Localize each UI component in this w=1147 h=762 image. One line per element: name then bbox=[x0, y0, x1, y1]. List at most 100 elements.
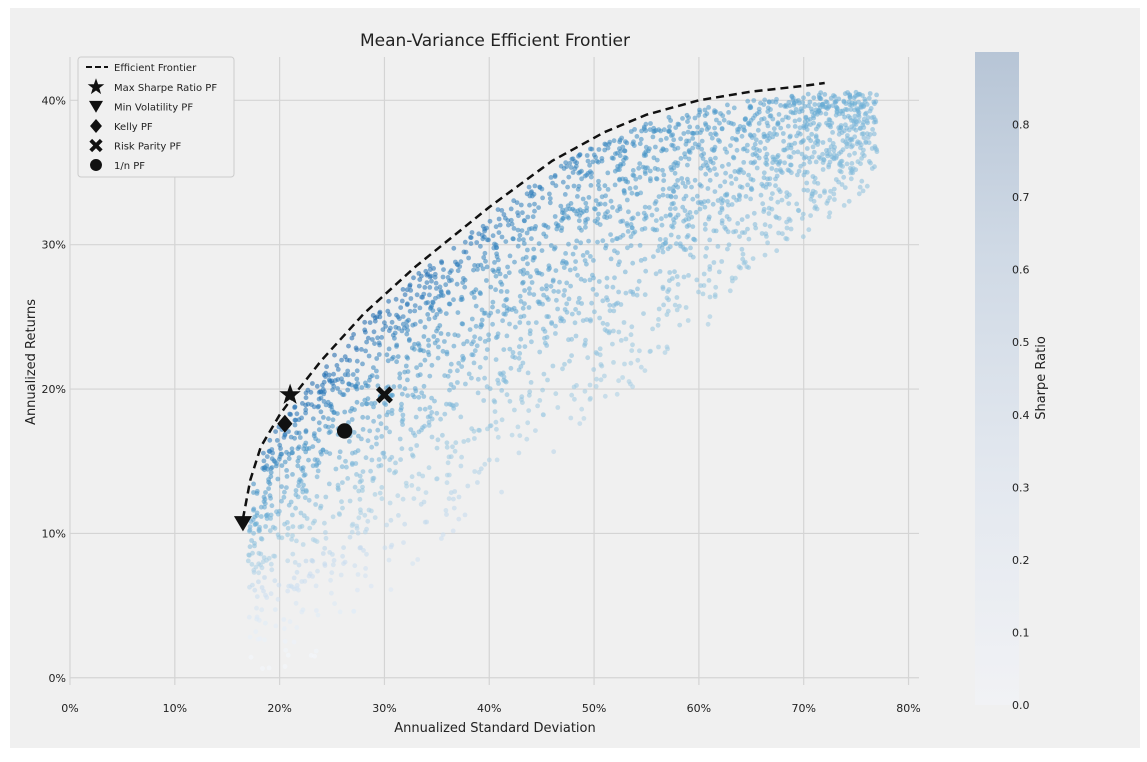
portfolio-point bbox=[518, 314, 524, 320]
portfolio-point bbox=[680, 116, 685, 121]
portfolio-point bbox=[343, 458, 348, 464]
portfolio-point bbox=[801, 172, 807, 178]
portfolio-point bbox=[828, 188, 833, 194]
portfolio-point bbox=[290, 472, 295, 477]
portfolio-point bbox=[574, 238, 580, 244]
portfolio-point bbox=[737, 234, 742, 240]
portfolio-point bbox=[501, 347, 507, 352]
portfolio-point bbox=[660, 167, 665, 173]
portfolio-point bbox=[365, 518, 371, 524]
portfolio-point bbox=[419, 427, 424, 433]
portfolio-point bbox=[413, 388, 419, 394]
portfolio-point bbox=[289, 537, 294, 542]
portfolio-point bbox=[429, 303, 435, 309]
portfolio-point bbox=[544, 343, 550, 348]
portfolio-point bbox=[795, 172, 800, 178]
portfolio-point bbox=[582, 341, 588, 346]
portfolio-point bbox=[521, 271, 526, 277]
portfolio-point bbox=[504, 333, 510, 339]
portfolio-point bbox=[440, 532, 446, 537]
portfolio-point bbox=[456, 494, 462, 500]
portfolio-point bbox=[427, 292, 432, 298]
portfolio-point bbox=[641, 311, 646, 316]
portfolio-point bbox=[366, 507, 372, 513]
portfolio-point bbox=[582, 258, 588, 263]
portfolio-point bbox=[532, 183, 538, 189]
portfolio-point bbox=[824, 148, 829, 153]
portfolio-point bbox=[360, 427, 366, 432]
portfolio-point bbox=[614, 391, 620, 397]
portfolio-point bbox=[439, 536, 444, 541]
portfolio-point bbox=[301, 482, 306, 488]
portfolio-point bbox=[611, 360, 616, 365]
portfolio-point bbox=[628, 360, 634, 366]
portfolio-point bbox=[751, 98, 757, 103]
portfolio-point bbox=[828, 95, 834, 101]
portfolio-point bbox=[726, 162, 731, 167]
portfolio-point bbox=[797, 125, 803, 131]
portfolio-point bbox=[455, 333, 461, 338]
legend-label: Kelly PF bbox=[114, 122, 153, 133]
portfolio-point bbox=[824, 105, 829, 110]
portfolio-point bbox=[438, 288, 444, 294]
portfolio-point bbox=[426, 337, 431, 343]
portfolio-point bbox=[316, 396, 322, 402]
portfolio-point bbox=[719, 218, 725, 224]
portfolio-point bbox=[367, 428, 373, 434]
portfolio-point bbox=[811, 95, 817, 101]
portfolio-point bbox=[264, 513, 269, 519]
portfolio-point bbox=[588, 174, 594, 180]
portfolio-point bbox=[838, 125, 844, 131]
portfolio-point bbox=[583, 224, 588, 230]
portfolio-point bbox=[656, 127, 662, 133]
portfolio-point bbox=[569, 311, 575, 317]
portfolio-point bbox=[541, 231, 547, 237]
portfolio-point bbox=[480, 236, 486, 242]
portfolio-point bbox=[696, 289, 701, 295]
portfolio-point bbox=[357, 479, 363, 485]
portfolio-point bbox=[375, 335, 380, 341]
portfolio-point bbox=[377, 490, 383, 496]
portfolio-point bbox=[679, 176, 685, 181]
portfolio-point bbox=[604, 275, 610, 281]
portfolio-point bbox=[548, 283, 554, 289]
legend-box bbox=[77, 56, 235, 178]
portfolio-point bbox=[304, 489, 309, 494]
portfolio-point bbox=[473, 303, 479, 309]
portfolio-point bbox=[668, 206, 673, 212]
portfolio-point bbox=[831, 156, 837, 162]
portfolio-point bbox=[635, 211, 641, 217]
portfolio-point bbox=[702, 107, 708, 113]
portfolio-point bbox=[549, 320, 554, 325]
portfolio-point bbox=[705, 198, 711, 204]
portfolio-point bbox=[383, 324, 388, 329]
portfolio-point bbox=[395, 493, 401, 499]
portfolio-point bbox=[453, 440, 459, 446]
portfolio-point bbox=[696, 142, 702, 148]
portfolio-point bbox=[465, 437, 471, 443]
portfolio-point bbox=[355, 587, 360, 593]
portfolio-point bbox=[587, 382, 593, 388]
portfolio-point bbox=[412, 321, 418, 327]
portfolio-point bbox=[647, 349, 653, 354]
portfolio-point bbox=[861, 104, 866, 110]
portfolio-point bbox=[303, 402, 309, 408]
portfolio-point bbox=[820, 151, 825, 157]
portfolio-point bbox=[269, 447, 275, 452]
portfolio-point bbox=[361, 548, 366, 553]
portfolio-point bbox=[264, 557, 269, 563]
portfolio-point bbox=[296, 483, 301, 489]
portfolio-point bbox=[351, 430, 357, 435]
portfolio-point bbox=[312, 431, 317, 436]
portfolio-point bbox=[654, 157, 660, 163]
portfolio-point bbox=[707, 167, 713, 173]
portfolio-point bbox=[602, 201, 608, 207]
portfolio-point bbox=[359, 402, 365, 407]
portfolio-point bbox=[418, 347, 424, 353]
portfolio-point bbox=[618, 302, 624, 307]
portfolio-point bbox=[505, 218, 511, 223]
portfolio-point bbox=[551, 288, 557, 294]
portfolio-point bbox=[650, 134, 656, 140]
portfolio-point bbox=[684, 234, 690, 240]
portfolio-point bbox=[490, 321, 495, 327]
